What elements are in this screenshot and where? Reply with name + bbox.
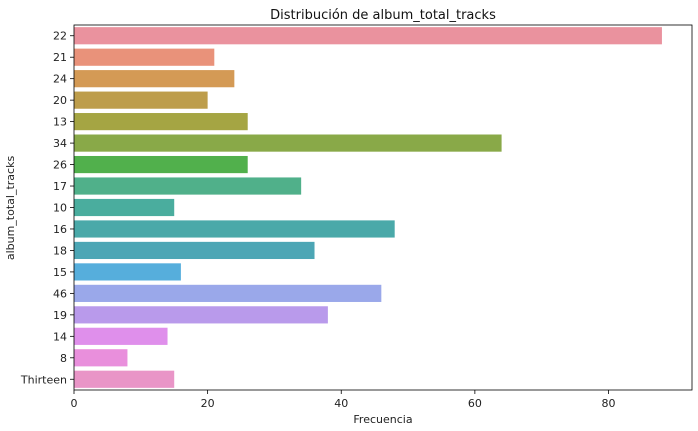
y-tick-label: 17 xyxy=(53,180,67,193)
y-axis-ticks: 22 21 24 20 13 34 26 17 10 16 18 15 46 19 14 8 Thirteen xyxy=(20,30,74,386)
y-tick-label: 19 xyxy=(53,309,67,322)
y-tick-label: 16 xyxy=(53,223,67,236)
y-tick-label: 24 xyxy=(53,73,67,86)
x-tick-label: 40 xyxy=(334,397,348,410)
y-tick-label: 26 xyxy=(53,159,67,172)
bar-8 xyxy=(74,349,128,367)
bars-group xyxy=(74,27,662,388)
y-tick-label: 15 xyxy=(53,266,67,279)
y-tick-label: 46 xyxy=(53,287,67,300)
y-tick-label: 8 xyxy=(60,352,67,365)
bar-15 xyxy=(74,263,181,281)
y-tick-label: 34 xyxy=(53,137,67,150)
y-tick-label: 10 xyxy=(53,202,67,215)
bar-34 xyxy=(74,134,502,152)
x-axis-label: Frecuencia xyxy=(353,413,412,426)
chart-title: Distribución de album_total_tracks xyxy=(270,8,496,23)
x-tick-label: 0 xyxy=(71,397,78,410)
bar-21 xyxy=(74,48,215,66)
x-axis-ticks: 0 20 40 60 80 xyxy=(71,390,615,410)
bar-22 xyxy=(74,27,662,45)
y-tick-label: 18 xyxy=(53,244,67,257)
bar-18 xyxy=(74,241,315,260)
x-tick-label: 80 xyxy=(601,397,615,410)
bar-14 xyxy=(74,327,168,345)
bar-20 xyxy=(74,91,208,109)
bar-19 xyxy=(74,306,328,324)
y-tick-label: 21 xyxy=(53,51,67,64)
y-tick-label: Thirteen xyxy=(20,373,67,386)
bar-13 xyxy=(74,113,248,131)
bar-10 xyxy=(74,198,175,217)
bar-24 xyxy=(74,70,235,88)
y-tick-label: 13 xyxy=(53,116,67,129)
x-tick-label: 60 xyxy=(468,397,482,410)
bar-thirteen xyxy=(74,370,175,388)
plot-frame xyxy=(73,24,693,391)
bar-46 xyxy=(74,284,382,302)
y-axis-label: album_total_tracks xyxy=(4,156,17,261)
y-tick-label: 22 xyxy=(53,30,67,43)
bar-16 xyxy=(74,220,395,238)
bar-26 xyxy=(74,155,248,174)
x-tick-label: 20 xyxy=(201,397,215,410)
bar-17 xyxy=(74,177,302,195)
y-tick-label: 14 xyxy=(53,330,67,343)
y-tick-label: 20 xyxy=(53,94,67,107)
